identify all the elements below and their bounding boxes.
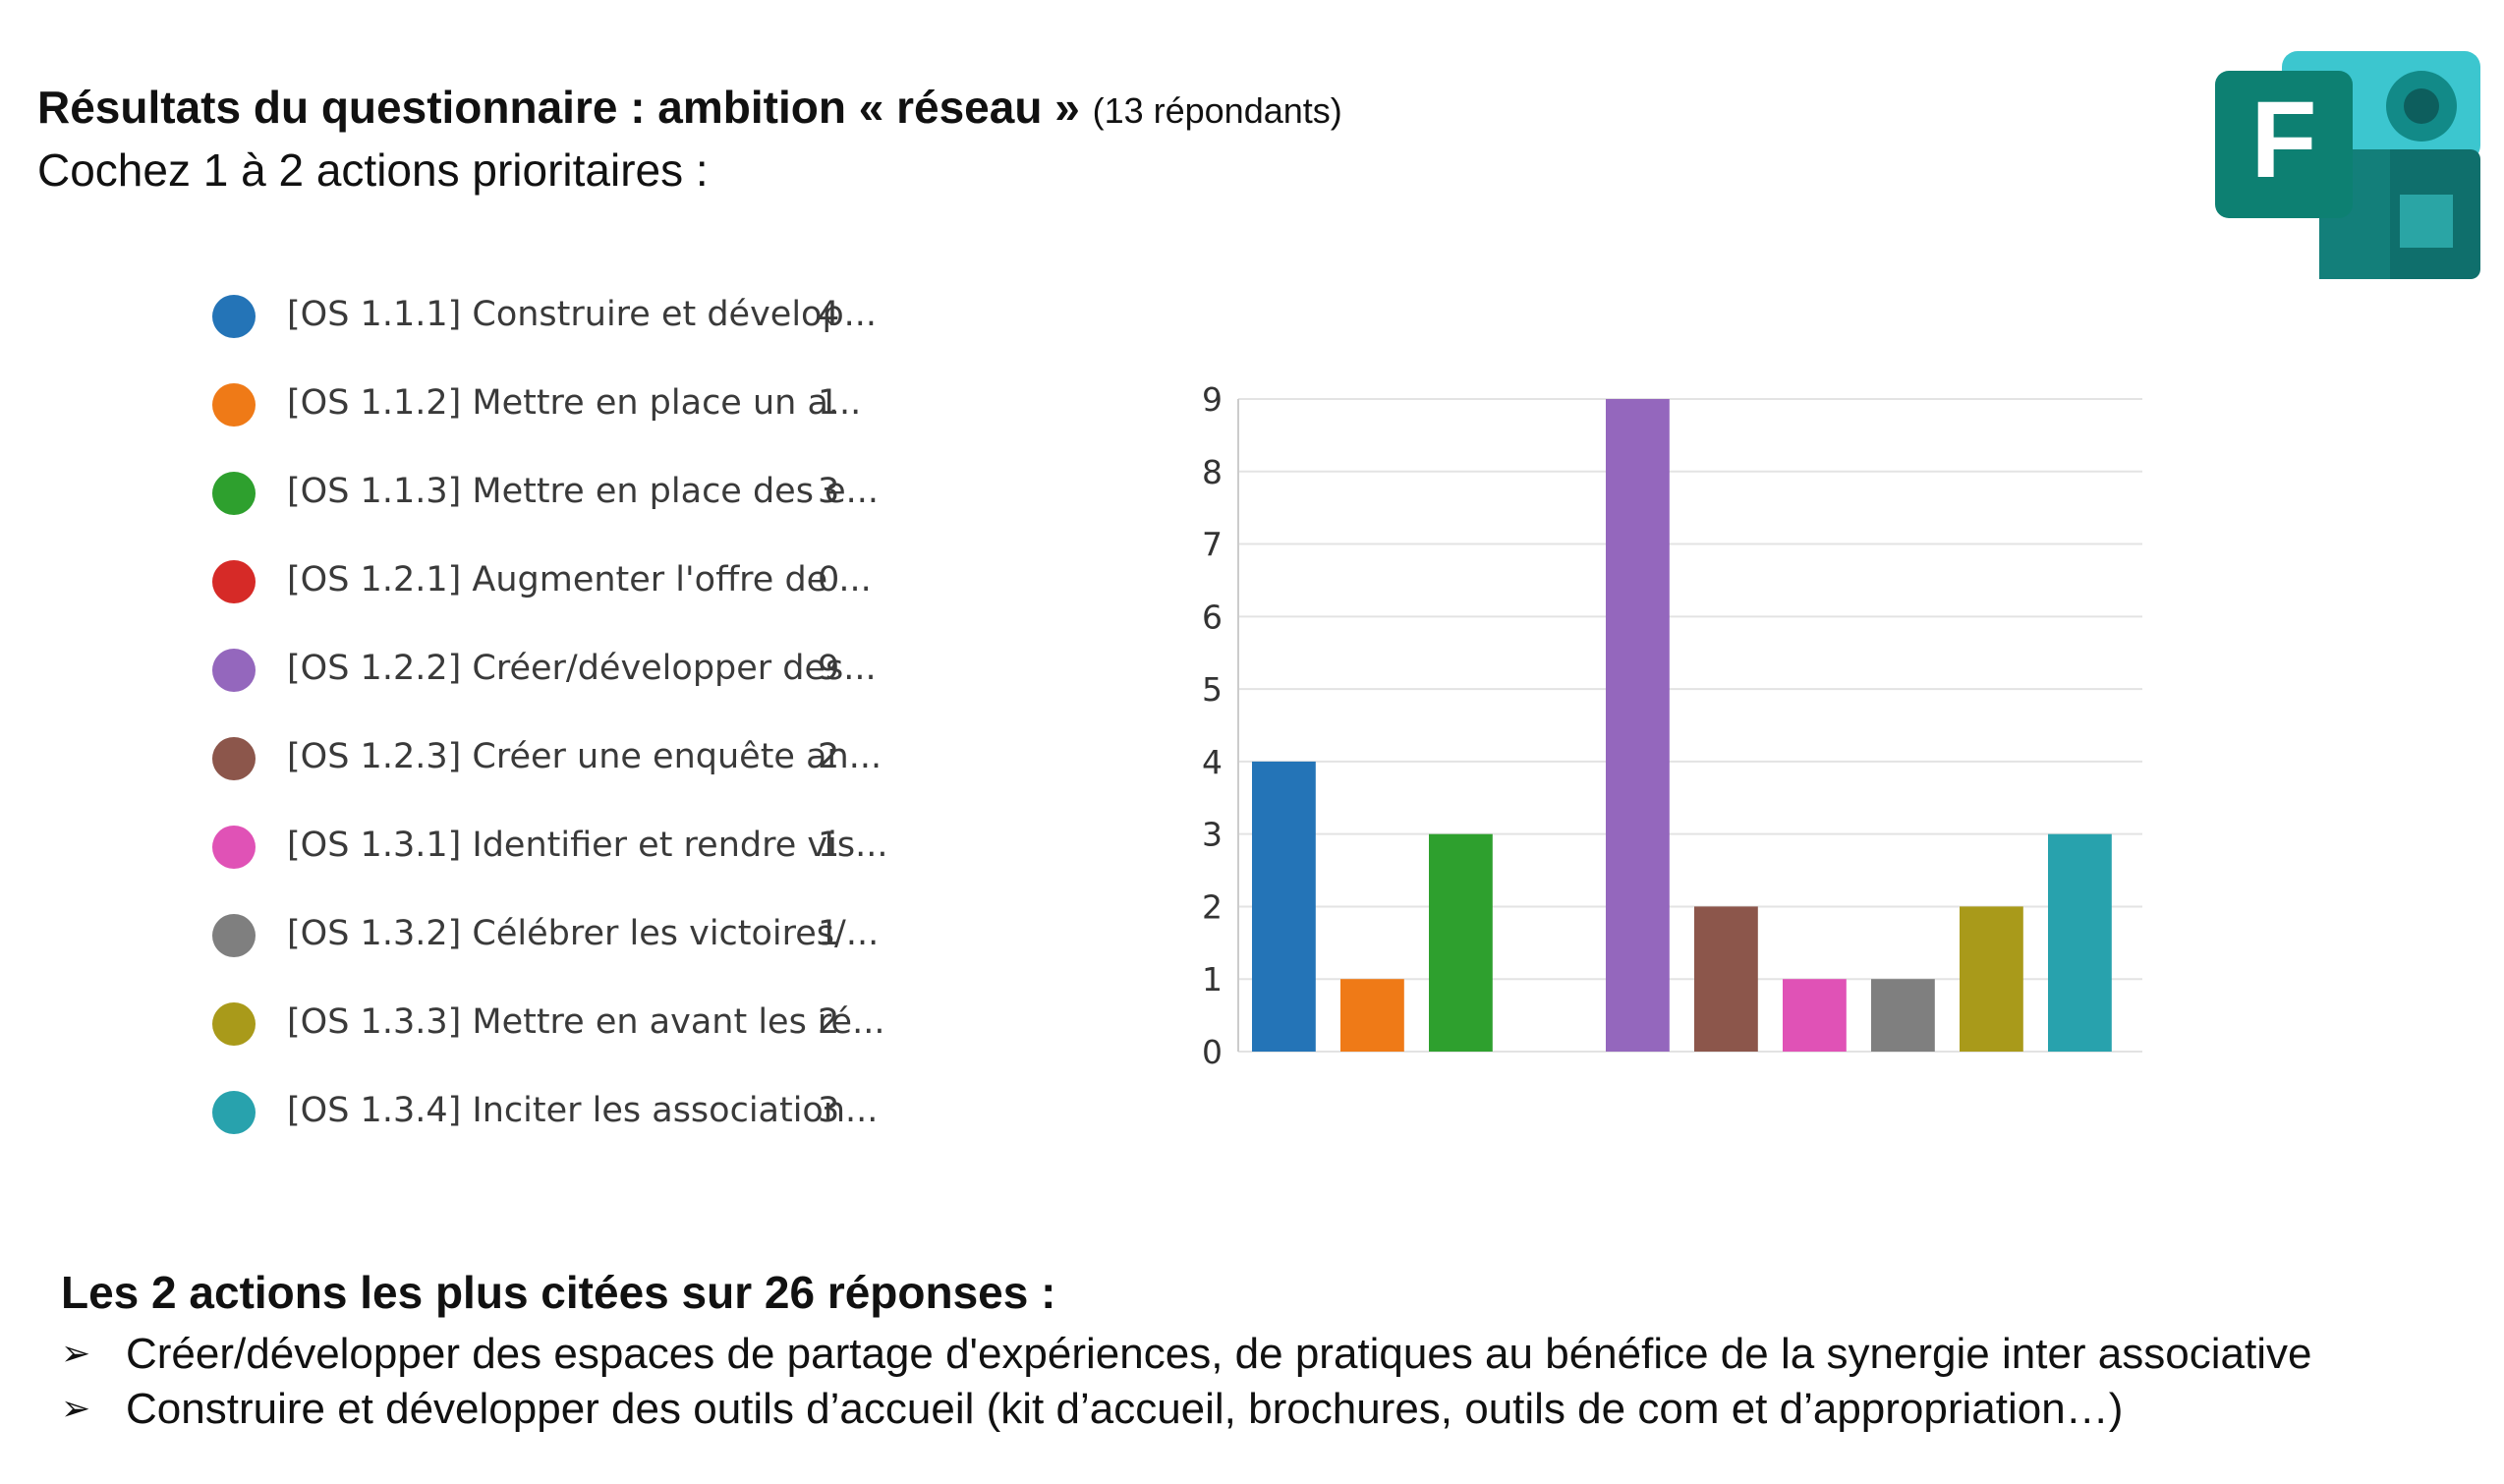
- page-title: Résultats du questionnaire : ambition « …: [37, 81, 1342, 134]
- legend-label: [OS 1.3.2] Célébrer les victoires/...: [287, 914, 880, 953]
- legend-color-dot: [212, 1091, 256, 1134]
- y-tick-label: 7: [1202, 526, 1223, 564]
- legend-label: [OS 1.2.2] Créer/développer des...: [287, 649, 877, 688]
- legend-item: [OS 1.1.2] Mettre en place un a... 1: [208, 373, 861, 432]
- legend-count: 2: [818, 737, 840, 776]
- title-respondents: (13 répondants): [1092, 90, 1342, 131]
- y-tick-label: 1: [1202, 960, 1223, 999]
- legend-count: 3: [818, 472, 840, 511]
- legend-count: 1: [818, 826, 840, 865]
- legend-count: 3: [818, 1091, 840, 1130]
- legend-item: [OS 1.3.1] Identifier et rendre vis... 1: [208, 816, 887, 875]
- arrow-bullet-icon: ➢: [61, 1389, 91, 1429]
- y-tick-label: 2: [1202, 887, 1223, 926]
- legend-label: [OS 1.3.1] Identifier et rendre vis...: [287, 826, 888, 865]
- legend-item: [OS 1.1.1] Construire et dévelop... 4: [208, 285, 877, 344]
- legend-color-dot: [212, 914, 256, 957]
- legend-label: [OS 1.1.1] Construire et dévelop...: [287, 295, 878, 334]
- y-tick-label: 4: [1202, 743, 1223, 781]
- legend-label: [OS 1.3.4] Inciter les association...: [287, 1091, 879, 1130]
- legend-label: [OS 1.3.3] Mettre en avant les ré...: [287, 1002, 885, 1042]
- legend-color-dot: [212, 826, 256, 869]
- arrow-bullet-icon: ➢: [61, 1334, 91, 1374]
- summary-item-text: Construire et développer des outils d’ac…: [126, 1385, 2124, 1433]
- legend-color-dot: [212, 295, 256, 338]
- y-tick-label: 9: [1202, 380, 1223, 419]
- legend-item: [OS 1.3.2] Célébrer les victoires/... 1: [208, 904, 879, 963]
- bar: [1340, 979, 1404, 1052]
- summary-item-2: ➢ Construire et développer des outils d’…: [61, 1382, 2478, 1437]
- y-tick-label: 3: [1202, 816, 1223, 854]
- legend-color-dot: [212, 737, 256, 780]
- summary-item-text: Créer/développer des espaces de partage …: [126, 1330, 2312, 1378]
- bar: [1783, 979, 1847, 1052]
- legend-item: [OS 1.2.3] Créer une enquête an... 2: [208, 727, 882, 786]
- legend-label: [OS 1.2.3] Créer une enquête an...: [287, 737, 882, 776]
- legend-label: [OS 1.2.1] Augmenter l'offre de ...: [287, 560, 872, 599]
- legend-count: 1: [818, 914, 840, 953]
- legend-count: 0: [818, 560, 840, 599]
- legend-item: [OS 1.3.3] Mettre en avant les ré... 2: [208, 993, 884, 1052]
- y-tick-label: 5: [1202, 670, 1223, 709]
- legend-count: 9: [818, 649, 840, 688]
- summary-item-1: ➢ Créer/développer des espaces de partag…: [61, 1327, 2478, 1382]
- bar: [1252, 761, 1316, 1052]
- legend-item: [OS 1.2.1] Augmenter l'offre de ... 0: [208, 550, 872, 609]
- bar: [1606, 399, 1670, 1052]
- title-main: Résultats du questionnaire : ambition « …: [37, 82, 1080, 133]
- question-subtitle: Cochez 1 à 2 actions prioritaires :: [37, 144, 709, 196]
- bar: [1429, 833, 1493, 1052]
- legend-label: [OS 1.1.2] Mettre en place un a...: [287, 383, 862, 423]
- legend-color-dot: [212, 383, 256, 427]
- bar: [1871, 979, 1935, 1052]
- summary-heading: Les 2 actions les plus citées sur 26 rép…: [61, 1267, 1056, 1318]
- bar: [1694, 906, 1758, 1052]
- legend-item: [OS 1.3.4] Inciter les association... 3: [208, 1081, 878, 1140]
- legend-count: 1: [818, 383, 840, 423]
- legend-color-dot: [212, 472, 256, 515]
- bar-chart: 0 1 2 3 4 5 6 7 8 9: [1202, 380, 2142, 1071]
- legend-color-dot: [212, 1002, 256, 1046]
- logo-letter: F: [2250, 80, 2316, 200]
- legend-label: [OS 1.1.3] Mettre en place des e...: [287, 472, 879, 511]
- legend-item: [OS 1.1.3] Mettre en place des e... 3: [208, 462, 879, 521]
- legend-count: 2: [818, 1002, 840, 1042]
- legend-count: 4: [818, 295, 840, 334]
- summary-section: Les 2 actions les plus citées sur 26 rép…: [61, 1266, 2478, 1437]
- legend-color-dot: [212, 560, 256, 603]
- bar: [2048, 833, 2112, 1052]
- microsoft-forms-logo-icon: F: [2215, 51, 2480, 279]
- y-tick-label: 8: [1202, 453, 1223, 491]
- y-tick-label: 0: [1202, 1033, 1223, 1071]
- y-tick-label: 6: [1202, 598, 1223, 636]
- legend-item: [OS 1.2.2] Créer/développer des... 9: [208, 639, 877, 698]
- bar: [1960, 906, 2023, 1052]
- legend-color-dot: [212, 649, 256, 692]
